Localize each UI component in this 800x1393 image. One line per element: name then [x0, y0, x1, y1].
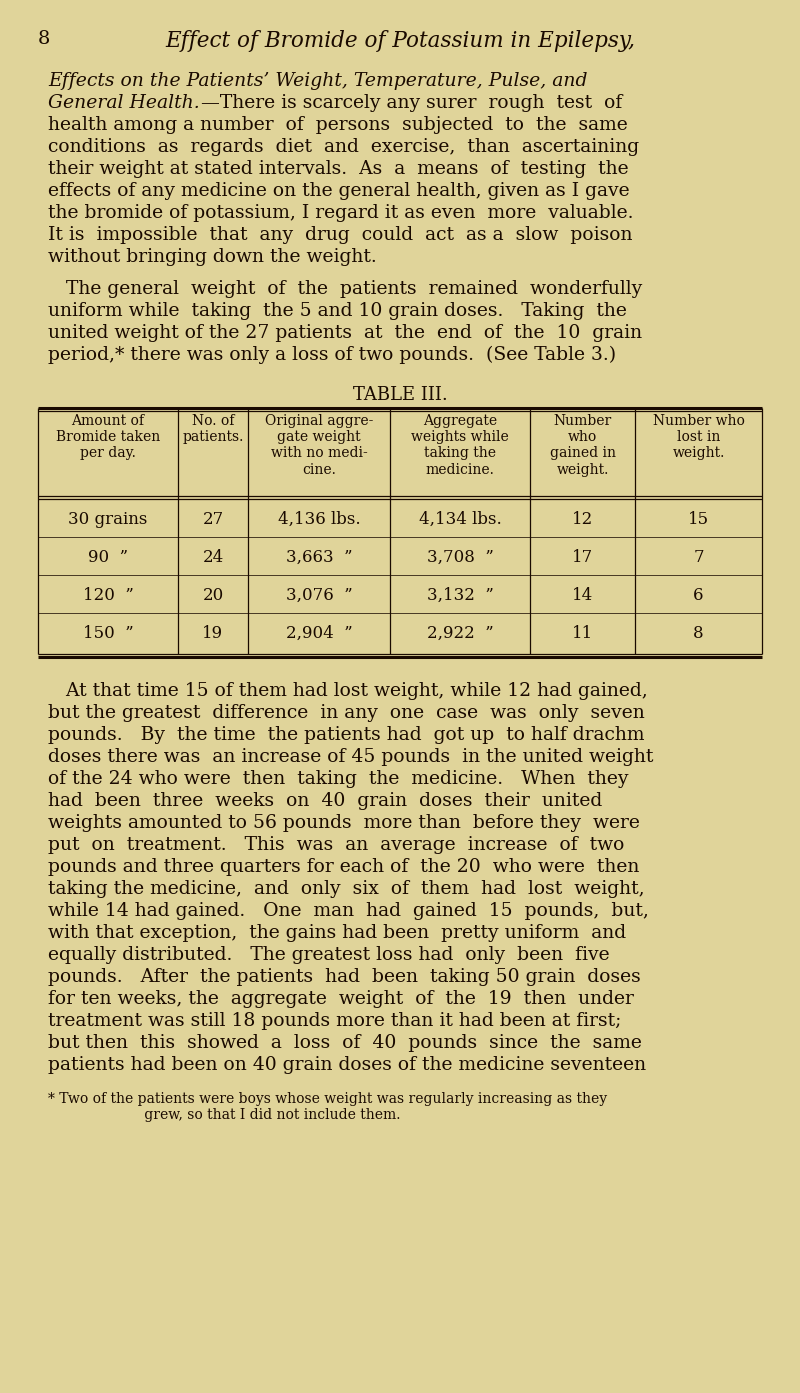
Text: equally distributed.   The greatest loss had  only  been  five: equally distributed. The greatest loss h…: [48, 946, 610, 964]
Text: TABLE III.: TABLE III.: [353, 386, 447, 404]
Text: 3,663  ”: 3,663 ”: [286, 549, 352, 566]
Text: It is  impossible  that  any  drug  could  act  as a  slow  poison: It is impossible that any drug could act…: [48, 226, 633, 244]
Text: Number
who
gained in
weight.: Number who gained in weight.: [550, 414, 615, 476]
Text: patients had been on 40 grain doses of the medicine seventeen: patients had been on 40 grain doses of t…: [48, 1056, 646, 1074]
Text: 4,134 lbs.: 4,134 lbs.: [418, 511, 502, 528]
Text: 14: 14: [572, 586, 593, 605]
Text: 19: 19: [202, 625, 223, 642]
Text: 150  ”: 150 ”: [82, 625, 134, 642]
Text: uniform while  taking  the 5 and 10 grain doses.   Taking  the: uniform while taking the 5 and 10 grain …: [48, 302, 627, 320]
Text: 24: 24: [202, 549, 224, 566]
Text: 27: 27: [202, 511, 224, 528]
Text: health among a number  of  persons  subjected  to  the  same: health among a number of persons subject…: [48, 116, 628, 134]
Text: 15: 15: [688, 511, 709, 528]
Text: of the 24 who were  then  taking  the  medicine.   When  they: of the 24 who were then taking the medic…: [48, 770, 629, 788]
Text: 30 grains: 30 grains: [68, 511, 148, 528]
Text: Effect of Bromide of Potassium in Epilepsy,: Effect of Bromide of Potassium in Epilep…: [165, 31, 635, 52]
Text: 17: 17: [572, 549, 593, 566]
Text: put  on  treatment.   This  was  an  average  increase  of  two: put on treatment. This was an average in…: [48, 836, 624, 854]
Text: General Health.: General Health.: [48, 93, 200, 111]
Text: for ten weeks, the  aggregate  weight  of  the  19  then  under: for ten weeks, the aggregate weight of t…: [48, 990, 634, 1009]
Text: 6: 6: [694, 586, 704, 605]
Text: At that time 15 of them had lost weight, while 12 had gained,: At that time 15 of them had lost weight,…: [48, 683, 648, 701]
Text: 2,922  ”: 2,922 ”: [426, 625, 494, 642]
Text: Aggregate
weights while
taking the
medicine.: Aggregate weights while taking the medic…: [411, 414, 509, 476]
Text: had  been  three  weeks  on  40  grain  doses  their  united: had been three weeks on 40 grain doses t…: [48, 793, 602, 809]
Text: while 14 had gained.   One  man  had  gained  15  pounds,  but,: while 14 had gained. One man had gained …: [48, 903, 649, 919]
Text: period,* there was only a loss of two pounds.  (See Table 3.): period,* there was only a loss of two po…: [48, 345, 616, 364]
Text: Amount of
Bromide taken
per day.: Amount of Bromide taken per day.: [56, 414, 160, 461]
Text: but the greatest  difference  in any  one  case  was  only  seven: but the greatest difference in any one c…: [48, 703, 645, 722]
Text: taking the medicine,  and  only  six  of  them  had  lost  weight,: taking the medicine, and only six of the…: [48, 880, 645, 898]
Text: but then  this  showed  a  loss  of  40  pounds  since  the  same: but then this showed a loss of 40 pounds…: [48, 1034, 642, 1052]
Text: doses there was  an increase of 45 pounds  in the united weight: doses there was an increase of 45 pounds…: [48, 748, 654, 766]
Text: their weight at stated intervals.  As  a  means  of  testing  the: their weight at stated intervals. As a m…: [48, 160, 629, 178]
Text: Original aggre-
gate weight
with no medi-
cine.: Original aggre- gate weight with no medi…: [265, 414, 373, 476]
Text: 7: 7: [693, 549, 704, 566]
Text: 8: 8: [38, 31, 50, 47]
Text: 90  ”: 90 ”: [88, 549, 128, 566]
Text: weights amounted to 56 pounds  more than  before they  were: weights amounted to 56 pounds more than …: [48, 814, 640, 832]
Text: The general  weight  of  the  patients  remained  wonderfully: The general weight of the patients remai…: [48, 280, 642, 298]
Text: * Two of the patients were boys whose weight was regularly increasing as they: * Two of the patients were boys whose we…: [48, 1092, 607, 1106]
Text: conditions  as  regards  diet  and  exercise,  than  ascertaining: conditions as regards diet and exercise,…: [48, 138, 639, 156]
Text: treatment was still 18 pounds more than it had been at first;: treatment was still 18 pounds more than …: [48, 1011, 622, 1029]
Text: the bromide of potassium, I regard it as even  more  valuable.: the bromide of potassium, I regard it as…: [48, 203, 634, 221]
Text: 8: 8: [693, 625, 704, 642]
Text: 11: 11: [572, 625, 593, 642]
Text: pounds.   After  the patients  had  been  taking 50 grain  doses: pounds. After the patients had been taki…: [48, 968, 641, 986]
Text: 4,136 lbs.: 4,136 lbs.: [278, 511, 360, 528]
Text: effects of any medicine on the general health, given as I gave: effects of any medicine on the general h…: [48, 182, 630, 201]
Text: 3,132  ”: 3,132 ”: [426, 586, 494, 605]
Text: 12: 12: [572, 511, 593, 528]
Text: pounds and three quarters for each of  the 20  who were  then: pounds and three quarters for each of th…: [48, 858, 639, 876]
Text: 120  ”: 120 ”: [82, 586, 134, 605]
Text: 3,076  ”: 3,076 ”: [286, 586, 352, 605]
Text: without bringing down the weight.: without bringing down the weight.: [48, 248, 377, 266]
Text: grew, so that I did not include them.: grew, so that I did not include them.: [48, 1107, 401, 1121]
Text: Effects on the Patients’ Weight, Temperature, Pulse, and: Effects on the Patients’ Weight, Tempera…: [48, 72, 587, 91]
Text: united weight of the 27 patients  at  the  end  of  the  10  grain: united weight of the 27 patients at the …: [48, 325, 642, 343]
Text: Number who
lost in
weight.: Number who lost in weight.: [653, 414, 745, 461]
Text: with that exception,  the gains had been  pretty uniform  and: with that exception, the gains had been …: [48, 924, 626, 942]
Text: 20: 20: [202, 586, 224, 605]
Text: 3,708  ”: 3,708 ”: [426, 549, 494, 566]
Text: No. of
patients.: No. of patients.: [182, 414, 244, 444]
Text: pounds.   By  the time  the patients had  got up  to half drachm: pounds. By the time the patients had got…: [48, 726, 645, 744]
Text: 2,904  ”: 2,904 ”: [286, 625, 352, 642]
Text: —There is scarcely any surer  rough  test  of: —There is scarcely any surer rough test …: [201, 93, 622, 111]
